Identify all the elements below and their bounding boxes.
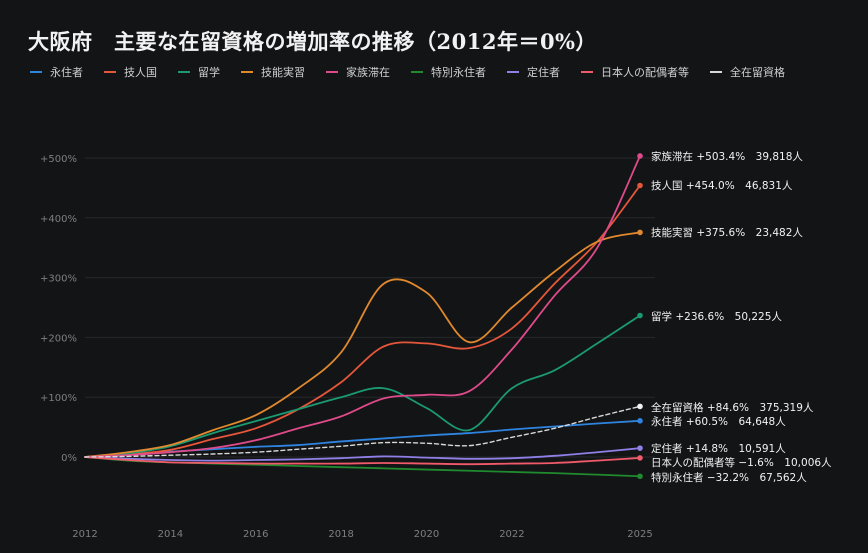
series-end-point <box>637 153 643 159</box>
legend-label: 技人国 <box>124 66 157 79</box>
chart-title: 大阪府 主要な在留資格の増加率の推移（2012年＝0%） <box>28 29 598 54</box>
series-end-point <box>637 418 643 424</box>
y-tick-label: 0% <box>61 453 77 464</box>
legend-swatch <box>178 71 190 73</box>
legend-item: 特別永住者 <box>411 64 486 80</box>
series-end-point <box>637 403 643 410</box>
legend-swatch <box>30 71 42 73</box>
y-tick-label: +300% <box>40 274 77 285</box>
legend-label: 永住者 <box>50 66 83 79</box>
series-end-point <box>637 455 643 461</box>
x-tick-label: 2012 <box>72 529 97 540</box>
series-end-label: 技能実習 +375.6% 23,482人 <box>651 226 803 239</box>
series-end-point <box>637 473 643 480</box>
legend-swatch <box>507 71 519 73</box>
legend-label: 日本人の配偶者等 <box>601 66 689 79</box>
x-tick-label: 2014 <box>158 529 183 540</box>
legend-label: 家族滞在 <box>346 66 390 79</box>
y-tick-label: +400% <box>40 214 77 225</box>
legend-item: 留学 <box>178 64 220 80</box>
series-line <box>84 155 641 458</box>
x-tick-label: 2020 <box>414 529 439 540</box>
legend-swatch <box>326 71 338 73</box>
series-end-label: 技人国 +454.0% 46,831人 <box>651 179 793 192</box>
series-end-label: 家族滞在 +503.4% 39,818人 <box>651 150 803 163</box>
legend-swatch <box>581 71 593 73</box>
series-end-label: 日本人の配偶者等 −1.6% 10,006人 <box>651 456 832 469</box>
legend: 永住者 技人国 留学 技能実習 家族滞在 特別永住者 定住者 日本人の配偶者等 全在留資格 <box>30 64 806 80</box>
series-line <box>84 184 641 458</box>
series-line <box>84 447 641 462</box>
legend-label: 留学 <box>198 66 220 79</box>
series-line <box>84 314 641 458</box>
legend-swatch <box>241 71 253 73</box>
series-end-label: 永住者 +60.5% 64,648人 <box>651 415 786 428</box>
x-tick-label: 2016 <box>243 529 268 540</box>
series-end-point <box>637 182 643 189</box>
legend-item: 家族滞在 <box>326 64 390 80</box>
legend-swatch <box>104 71 116 73</box>
legend-label: 技能実習 <box>261 66 305 79</box>
legend-item: 全在留資格 <box>710 64 785 80</box>
legend-item: 日本人の配偶者等 <box>581 64 689 80</box>
legend-swatch <box>411 71 423 73</box>
legend-swatch <box>710 71 722 73</box>
legend-item: 技能実習 <box>241 64 305 80</box>
x-tick-label: 2025 <box>627 529 652 540</box>
y-tick-label: +100% <box>40 393 77 404</box>
x-tick-label: 2018 <box>328 529 353 540</box>
x-tick-label: 2022 <box>499 529 524 540</box>
series-end-label: 留学 +236.6% 50,225人 <box>651 310 782 323</box>
series-end-point <box>637 445 643 451</box>
legend-item: 永住者 <box>30 64 83 80</box>
series-end-label: 特別永住者 −32.2% 67,562人 <box>651 471 807 484</box>
y-tick-label: +200% <box>40 333 77 344</box>
legend-item: 定住者 <box>507 64 560 80</box>
legend-label: 定住者 <box>527 66 560 79</box>
legend-item: 技人国 <box>104 64 157 80</box>
legend-label: 全在留資格 <box>730 66 785 79</box>
series-end-point <box>637 229 643 236</box>
series-end-label: 定住者 +14.8% 10,591人 <box>651 442 786 455</box>
series-end-point <box>637 312 643 319</box>
y-tick-label: +500% <box>40 154 77 165</box>
series-line <box>84 456 641 466</box>
series-line <box>84 231 641 458</box>
legend-label: 特別永住者 <box>431 66 486 79</box>
series-end-label: 全在留資格 +84.6% 375,319人 <box>651 401 814 414</box>
